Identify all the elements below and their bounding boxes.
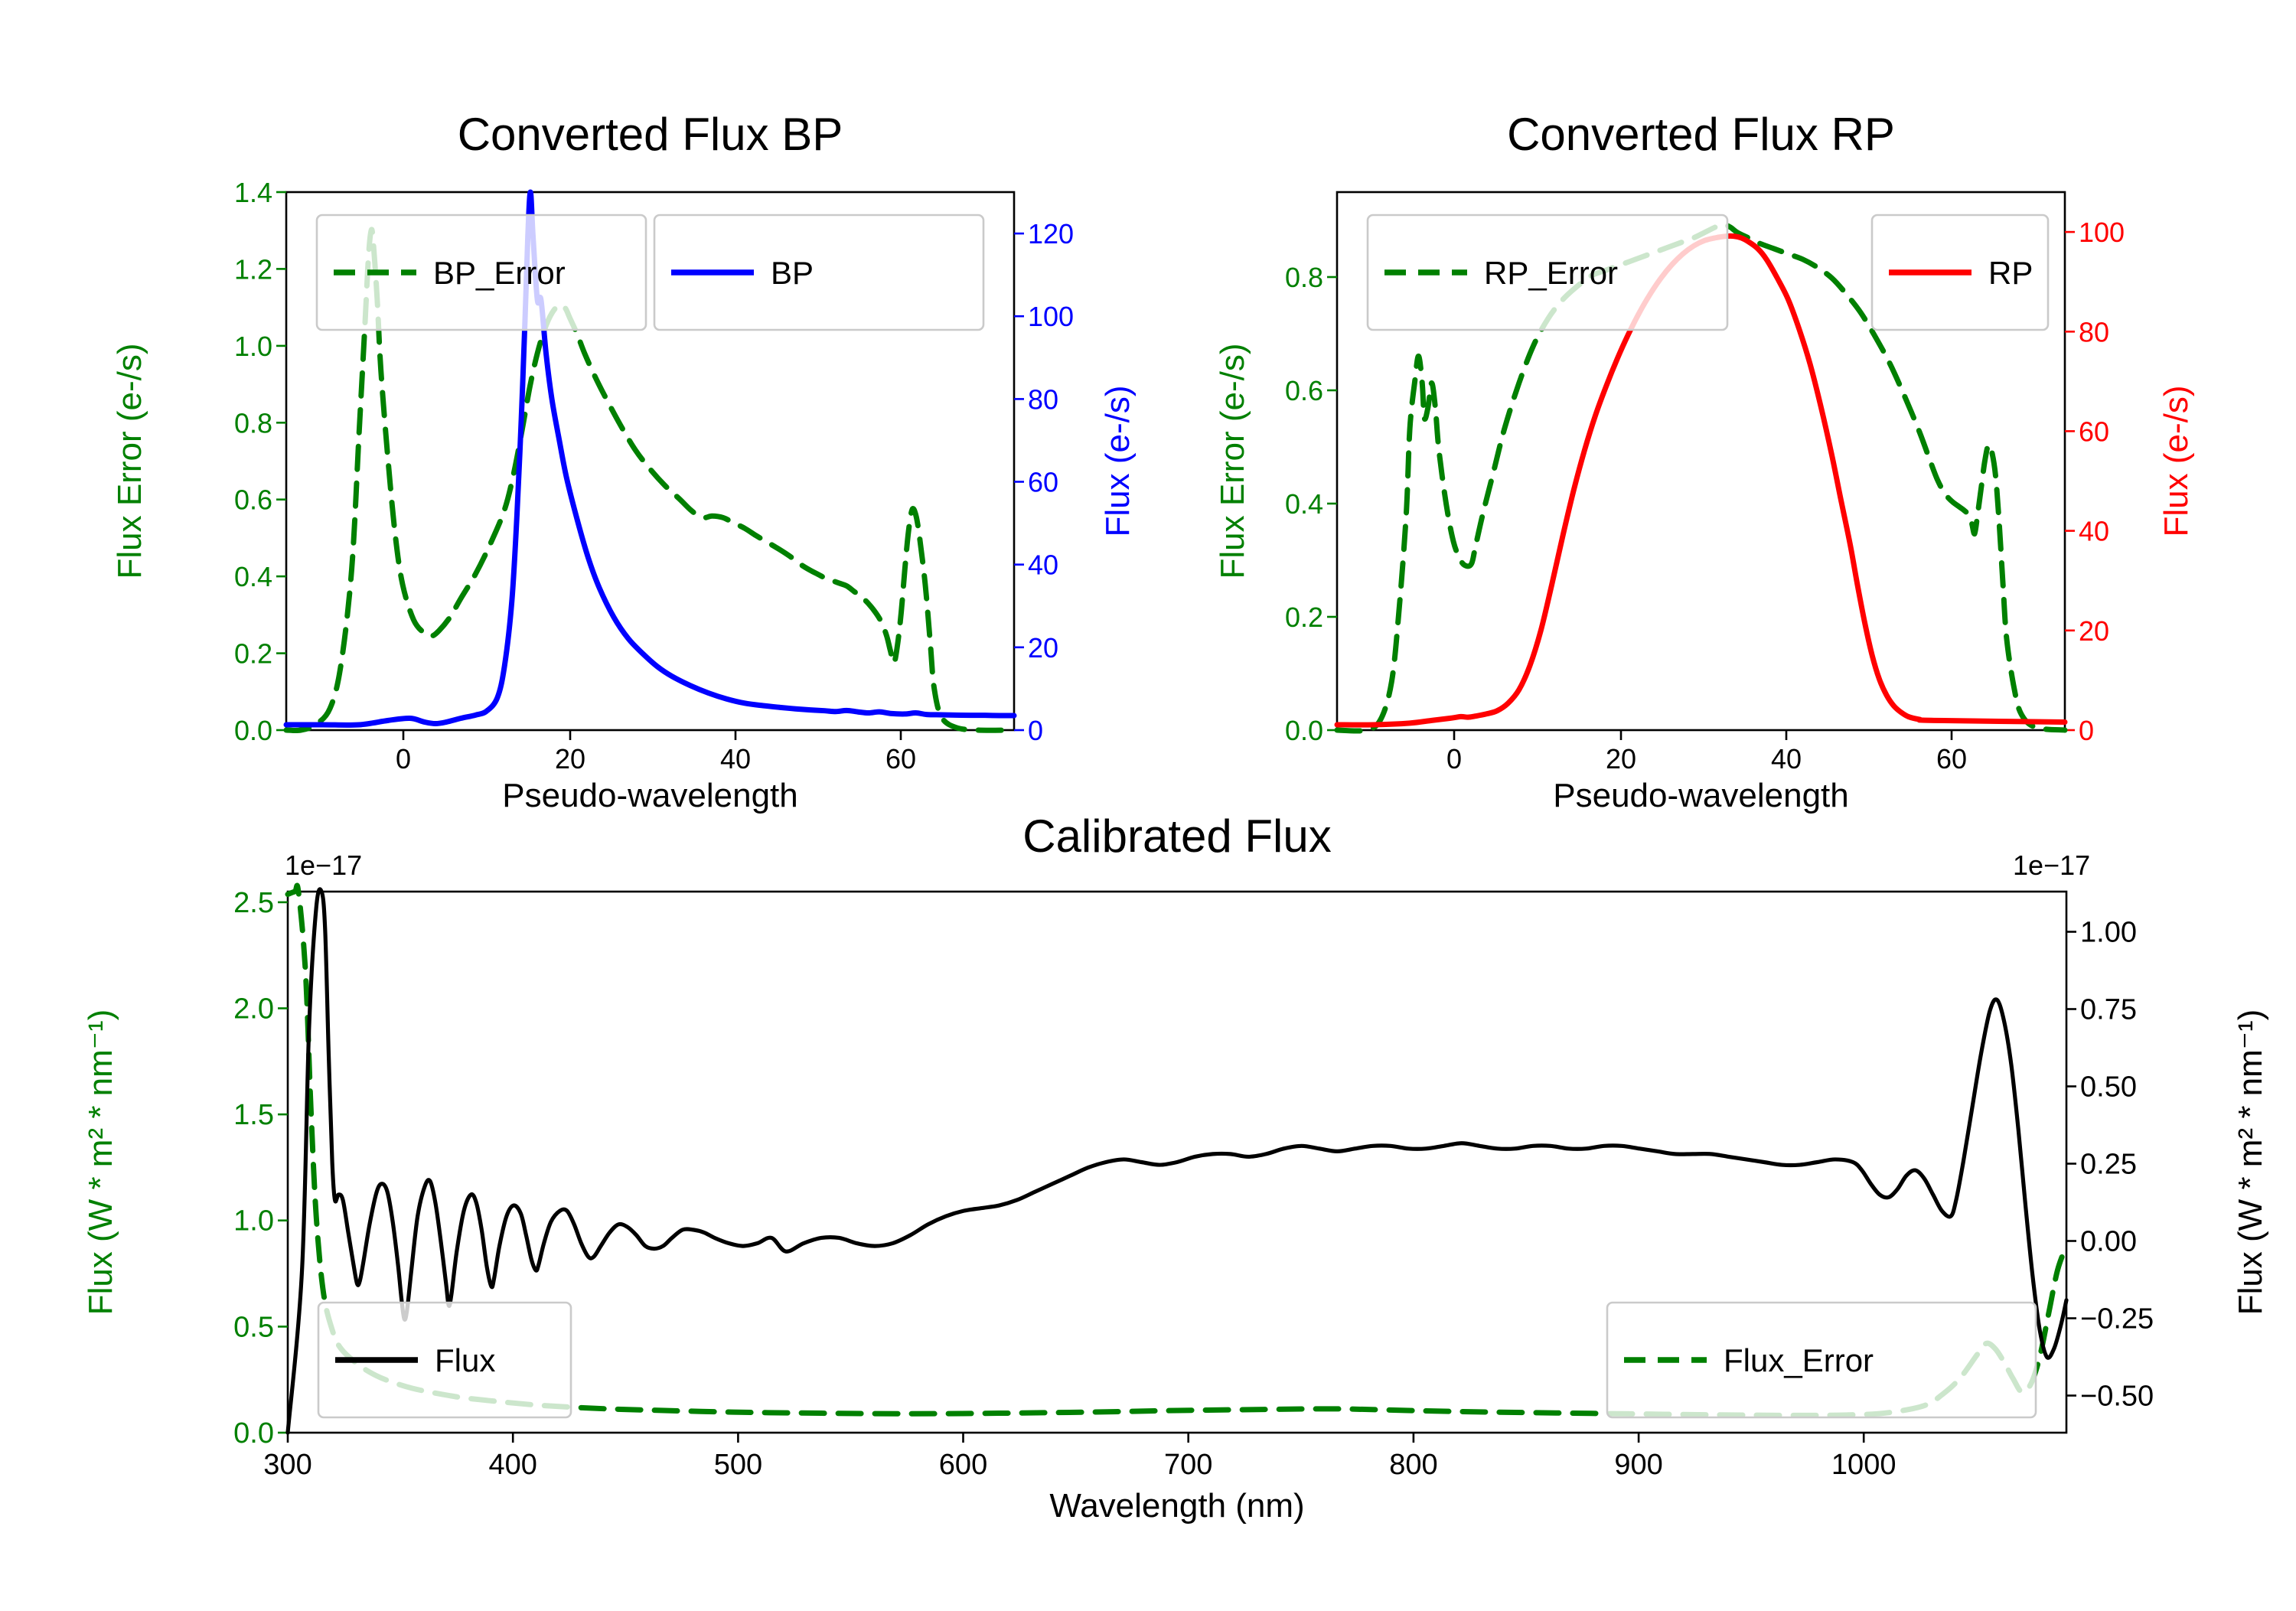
svg-text:60: 60 xyxy=(2079,416,2109,447)
svg-text:1.2: 1.2 xyxy=(234,253,272,285)
svg-text:Calibrated Flux: Calibrated Flux xyxy=(1022,810,1332,862)
svg-text:0.75: 0.75 xyxy=(2080,994,2137,1026)
svg-text:80: 80 xyxy=(1028,383,1058,415)
svg-text:0.4: 0.4 xyxy=(234,561,272,592)
svg-text:0.00: 0.00 xyxy=(2080,1226,2137,1258)
svg-text:Converted Flux RP: Converted Flux RP xyxy=(1507,109,1895,160)
svg-text:60: 60 xyxy=(1936,743,1967,775)
svg-text:0.6: 0.6 xyxy=(234,484,272,516)
svg-text:Converted Flux BP: Converted Flux BP xyxy=(458,109,843,160)
svg-text:Flux_Error: Flux_Error xyxy=(1724,1342,1874,1378)
svg-text:600: 600 xyxy=(939,1449,987,1481)
svg-text:900: 900 xyxy=(1614,1449,1662,1481)
svg-text:2.0: 2.0 xyxy=(233,993,274,1026)
svg-text:1.5: 1.5 xyxy=(233,1099,274,1131)
svg-text:0: 0 xyxy=(1446,743,1462,775)
svg-text:0.2: 0.2 xyxy=(234,638,272,670)
svg-text:Flux (W * m² * nm⁻¹): Flux (W * m² * nm⁻¹) xyxy=(82,1009,119,1316)
svg-text:0.2: 0.2 xyxy=(1285,602,1323,633)
svg-text:Flux (W * m² * nm⁻¹): Flux (W * m² * nm⁻¹) xyxy=(2232,1009,2269,1316)
svg-text:100: 100 xyxy=(2079,217,2125,248)
svg-text:Pseudo-wavelength: Pseudo-wavelength xyxy=(1553,777,1848,814)
svg-text:300: 300 xyxy=(263,1449,311,1481)
svg-text:0.4: 0.4 xyxy=(1285,488,1323,520)
svg-text:0.50: 0.50 xyxy=(2080,1071,2137,1104)
svg-text:−0.50: −0.50 xyxy=(2080,1381,2154,1413)
svg-text:40: 40 xyxy=(2079,516,2109,547)
svg-text:Flux: Flux xyxy=(435,1342,495,1378)
svg-text:Flux (e-/s): Flux (e-/s) xyxy=(1099,386,1137,537)
svg-text:0.25: 0.25 xyxy=(2080,1149,2137,1181)
svg-text:RP_Error: RP_Error xyxy=(1484,255,1618,291)
svg-text:Flux Error (e-/s): Flux Error (e-/s) xyxy=(111,344,148,579)
svg-text:BP_Error: BP_Error xyxy=(433,255,566,291)
svg-text:1000: 1000 xyxy=(1831,1449,1896,1481)
svg-text:60: 60 xyxy=(1028,467,1058,498)
svg-text:0.8: 0.8 xyxy=(1285,262,1323,293)
svg-text:0.6: 0.6 xyxy=(1285,375,1323,406)
svg-text:100: 100 xyxy=(1028,301,1074,332)
svg-text:1.0: 1.0 xyxy=(234,331,272,362)
svg-text:0.5: 0.5 xyxy=(233,1311,274,1343)
svg-text:40: 40 xyxy=(720,743,751,775)
svg-text:20: 20 xyxy=(2079,615,2109,647)
svg-text:BP: BP xyxy=(771,255,814,291)
svg-text:60: 60 xyxy=(885,743,916,775)
svg-text:−0.25: −0.25 xyxy=(2080,1303,2154,1335)
svg-text:0: 0 xyxy=(396,743,411,775)
svg-text:20: 20 xyxy=(1028,632,1058,664)
svg-text:1e−17: 1e−17 xyxy=(285,850,362,881)
svg-text:800: 800 xyxy=(1389,1449,1437,1481)
svg-text:0: 0 xyxy=(1028,715,1043,746)
svg-text:2.5: 2.5 xyxy=(233,887,274,919)
svg-text:1.0: 1.0 xyxy=(233,1205,274,1238)
svg-text:Wavelength (nm): Wavelength (nm) xyxy=(1049,1487,1304,1525)
svg-text:0.0: 0.0 xyxy=(1285,715,1323,746)
svg-text:120: 120 xyxy=(1028,218,1074,249)
svg-text:400: 400 xyxy=(488,1449,536,1481)
svg-text:0.0: 0.0 xyxy=(233,1417,274,1450)
svg-text:0: 0 xyxy=(2079,715,2094,746)
svg-text:20: 20 xyxy=(1606,743,1636,775)
svg-text:40: 40 xyxy=(1028,550,1058,581)
svg-text:40: 40 xyxy=(1771,743,1802,775)
svg-text:1e−17: 1e−17 xyxy=(2013,850,2090,881)
svg-text:0.8: 0.8 xyxy=(234,407,272,439)
svg-text:Pseudo-wavelength: Pseudo-wavelength xyxy=(502,777,797,814)
svg-text:500: 500 xyxy=(714,1449,762,1481)
svg-text:20: 20 xyxy=(555,743,585,775)
svg-text:0.0: 0.0 xyxy=(234,715,272,746)
svg-text:Flux (e-/s): Flux (e-/s) xyxy=(2157,386,2195,537)
svg-text:RP: RP xyxy=(1988,255,2033,291)
svg-text:1.00: 1.00 xyxy=(2080,917,2137,949)
svg-text:700: 700 xyxy=(1164,1449,1212,1481)
svg-text:1.4: 1.4 xyxy=(234,177,272,208)
svg-text:Flux Error (e-/s): Flux Error (e-/s) xyxy=(1214,344,1251,579)
svg-text:80: 80 xyxy=(2079,316,2109,347)
